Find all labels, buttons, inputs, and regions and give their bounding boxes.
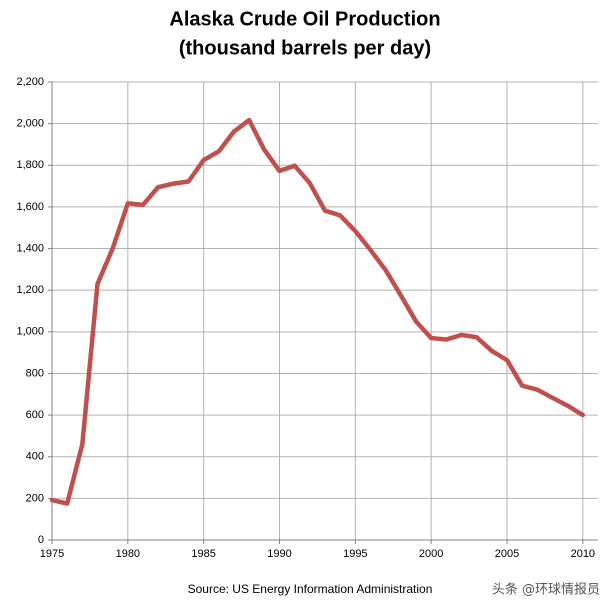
x-tick-label: 1995 [343, 548, 367, 560]
y-tick-label: 800 [26, 367, 44, 379]
y-tick-label: 400 [26, 451, 44, 463]
watermark: 头条 @环球情报员 [492, 582, 600, 598]
y-tick-label: 2,000 [16, 118, 44, 130]
x-tick-label: 2000 [419, 548, 443, 560]
y-tick-label: 1,800 [16, 159, 44, 171]
y-tick-label: 1,400 [16, 242, 44, 254]
x-tick-label: 1990 [267, 548, 291, 560]
chart-subtitle: (thousand barrels per day) [179, 37, 431, 59]
x-tick-label: 2010 [571, 548, 595, 560]
y-tick-label: 2,200 [16, 76, 44, 88]
x-tick-label: 1980 [116, 548, 140, 560]
x-tick-label: 2005 [495, 548, 519, 560]
y-tick-label: 1,600 [16, 201, 44, 213]
y-tick-label: 1,200 [16, 284, 44, 296]
x-tick-label: 1975 [40, 548, 64, 560]
data-line [49, 117, 586, 506]
source-note: Source: US Energy Information Administra… [188, 582, 433, 596]
x-tick-label: 1985 [191, 548, 215, 560]
y-tick-label: 600 [26, 409, 44, 421]
y-tick-label: 0 [38, 534, 44, 546]
chart-title: Alaska Crude Oil Production [169, 8, 440, 30]
y-tick-label: 1,000 [16, 326, 44, 338]
y-tick-label: 200 [26, 492, 44, 504]
